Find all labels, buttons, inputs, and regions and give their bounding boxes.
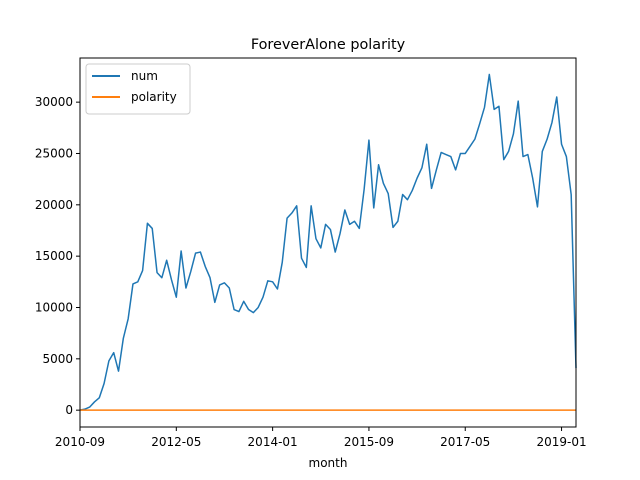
y-tick-label: 25000: [35, 146, 73, 160]
plot-frame: [79, 57, 577, 428]
legend-label-num: num: [131, 69, 158, 83]
x-axis-label: month: [309, 456, 348, 470]
x-tick-label: 2014-01: [248, 435, 298, 449]
y-axis-ticks: 0 5000 10000 15000 20000 25000 30000: [35, 95, 80, 417]
chart-title: ForeverAlone polarity: [251, 37, 406, 53]
y-tick-label: 15000: [35, 249, 73, 263]
series-line-num: [79, 73, 577, 411]
y-tick-label: 20000: [35, 198, 73, 212]
plot-background: [80, 58, 576, 427]
legend-label-polarity: polarity: [131, 90, 177, 104]
axes-layer: [79, 57, 577, 428]
y-tick-label: 10000: [35, 300, 73, 314]
x-tick-label: 2019-01: [536, 435, 586, 449]
legend: num polarity: [85, 63, 191, 115]
x-tick-label: 2015-09: [344, 435, 394, 449]
x-tick-label: 2012-05: [151, 435, 201, 449]
series-layer: [79, 73, 577, 411]
x-axis-ticks: 2010-09 2012-05 2014-01 2015-09 2017-05 2019-…: [55, 427, 587, 449]
y-tick-label: 30000: [35, 95, 73, 109]
x-tick-label: 2017-05: [440, 435, 490, 449]
x-tick-label: 2010-09: [55, 435, 105, 449]
y-tick-label: 5000: [42, 352, 73, 366]
y-tick-label: 0: [65, 403, 73, 417]
